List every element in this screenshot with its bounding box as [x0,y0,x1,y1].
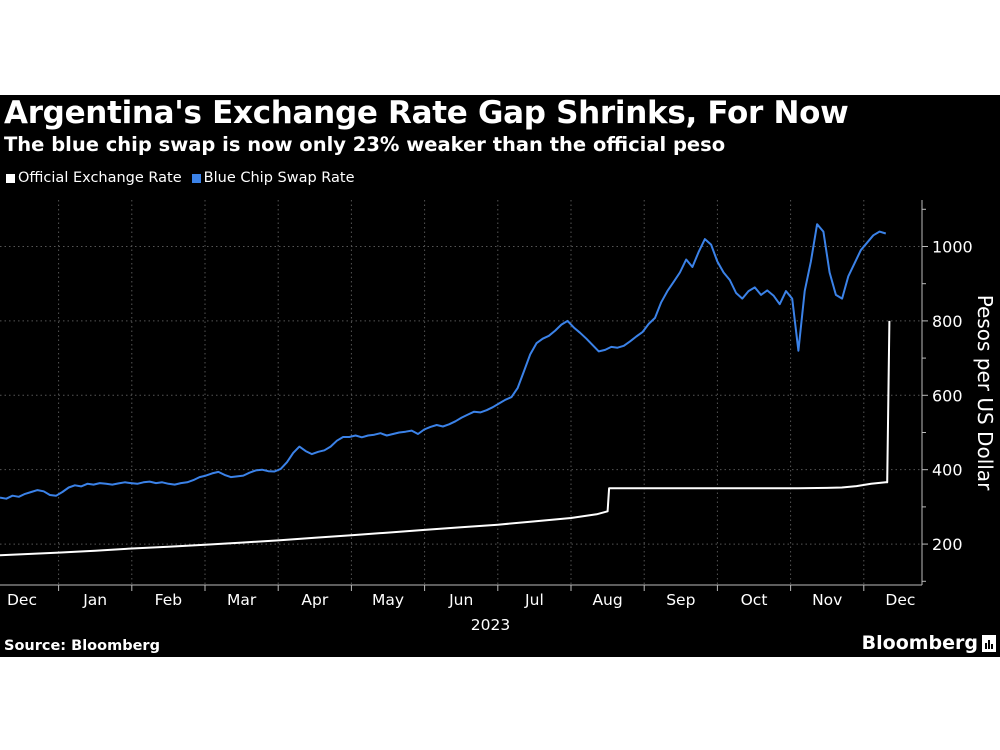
y-tick-label: 400 [932,461,963,480]
x-year-label: 2023 [471,616,510,634]
x-tick-label: Mar [227,591,257,609]
x-tick-label: Jan [82,591,107,609]
brand-logo: Bloomberg [862,632,996,654]
x-tick-label: Dec [7,591,37,609]
legend-swatch-bluechip [191,173,201,183]
x-tick-label: Sep [666,591,695,609]
x-tick-label: Dec [885,591,915,609]
legend-item-bluechip: Blue Chip Swap Rate [191,170,355,186]
bloomberg-chart-icon [982,634,996,652]
legend-label-official: Official Exchange Rate [18,170,182,186]
x-tick-label: Nov [812,591,842,609]
bluechip-rate-line [0,223,887,500]
x-tick-label: Feb [155,591,182,609]
line-chart: 200 400 600 800 1000 Pesos per US Dollar Dec Ja… [0,200,997,634]
legend-item-official: Official Exchange Rate [6,170,182,186]
legend: Official Exchange Rate Blue Chip Swap Ra… [6,170,365,186]
legend-label-bluechip: Blue Chip Swap Rate [203,170,355,186]
legend-swatch-official [6,173,15,183]
brand-wordmark: Bloomberg [861,632,978,654]
chart-title: Argentina's Exchange Rate Gap Shrinks, F… [4,95,849,131]
y-tick-label: 1000 [932,237,973,256]
y-tick-label: 800 [932,312,963,331]
x-tick-label: Oct [741,591,768,609]
y-axis-title: Pesos per US Dollar [973,295,997,491]
chart-subtitle: The blue chip swap is now only 23% weake… [4,133,726,156]
y-tick-label: 200 [932,535,963,554]
x-tick-label: Apr [301,591,328,609]
y-tick-label: 600 [932,386,963,405]
source-note: Source: Bloomberg [4,638,160,654]
x-tick-label: May [372,591,404,609]
x-tick-label: Jun [448,591,473,609]
official-rate-line [0,320,891,557]
chart-panel: Argentina's Exchange Rate Gap Shrinks, F… [0,95,1000,657]
x-tick-label: Aug [592,591,622,609]
x-tick-label: Jul [524,591,544,609]
